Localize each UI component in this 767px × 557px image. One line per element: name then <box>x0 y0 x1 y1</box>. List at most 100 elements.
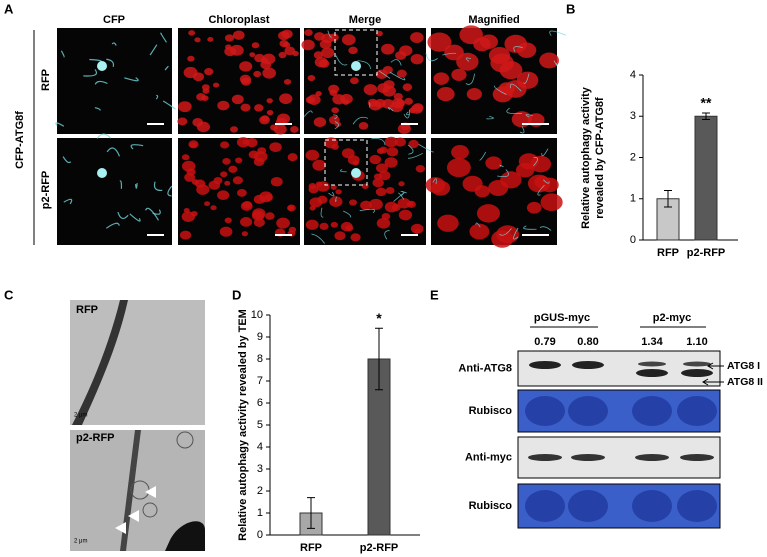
chloroplast <box>232 30 245 40</box>
chloroplast <box>231 94 244 105</box>
cfp-signal <box>62 156 72 164</box>
x-tick-label: p2-RFP <box>687 247 726 259</box>
chloroplast <box>433 72 450 85</box>
y-tick-label: 1 <box>630 193 636 205</box>
cfp-signal <box>130 144 144 150</box>
ratio-label: 1.34 <box>641 336 663 348</box>
chloroplast <box>184 173 196 182</box>
panel-label: A <box>4 1 14 16</box>
chloroplast <box>276 217 290 229</box>
chloroplast <box>315 181 323 187</box>
scale-label: 2 μm <box>74 539 87 545</box>
chloroplast <box>260 57 269 64</box>
y-tick-label: 10 <box>251 309 263 321</box>
chloroplast <box>202 88 210 94</box>
chloroplast <box>304 29 313 37</box>
image-label: RFP <box>76 304 98 316</box>
column-header: Chloroplast <box>208 14 269 26</box>
panel-label: D <box>232 287 241 302</box>
cfp-signal <box>408 152 423 159</box>
cfp-signal <box>389 71 406 81</box>
cfp-signal <box>553 60 558 67</box>
chloroplast <box>376 163 388 173</box>
chloroplast <box>527 174 551 193</box>
micrograph <box>57 28 172 134</box>
cfp-signal <box>398 192 405 200</box>
chloroplast <box>446 158 471 178</box>
error-bar <box>375 327 383 391</box>
chloroplast <box>188 30 196 36</box>
chloroplast <box>342 99 350 105</box>
chloroplast <box>207 37 214 42</box>
band <box>632 396 672 426</box>
cfp-signal <box>320 207 324 218</box>
chloroplast <box>284 46 296 56</box>
band <box>568 396 608 426</box>
column-header: CFP <box>103 14 125 26</box>
chloroplast <box>259 191 273 203</box>
y-tick-label: 4 <box>257 441 263 453</box>
cfp-signal <box>519 126 525 134</box>
chloroplast <box>254 104 264 112</box>
y-tick-label: 1 <box>257 507 263 519</box>
cfp-signal <box>513 227 519 240</box>
chloroplast <box>437 214 459 232</box>
chloroplast <box>488 46 511 64</box>
chloroplast <box>380 43 395 55</box>
chloroplast <box>404 97 413 105</box>
cfp-signal <box>149 44 158 56</box>
cfp-nucleus <box>97 168 107 178</box>
chloroplast <box>334 231 346 241</box>
chloroplast <box>375 30 383 37</box>
chloroplast <box>270 176 283 187</box>
chloroplast <box>431 180 451 196</box>
y-tick-label: 7 <box>257 375 263 387</box>
error-bar <box>307 497 315 529</box>
chloroplast <box>224 180 231 186</box>
chloroplast <box>412 103 424 112</box>
chloroplast <box>259 115 270 125</box>
autophagic-body <box>142 502 158 518</box>
chloroplast <box>352 160 359 166</box>
x-tick-label: RFP <box>657 247 679 259</box>
cfp-signal <box>384 230 390 240</box>
chloroplast <box>381 212 391 220</box>
chloroplast <box>379 146 388 154</box>
chloroplast <box>177 117 188 126</box>
cfp-signal <box>479 151 487 161</box>
cfp-signal <box>509 83 522 92</box>
cfp-signal <box>153 181 163 192</box>
chloroplast <box>466 88 482 101</box>
bar <box>694 115 718 241</box>
cfp-signal <box>164 65 169 71</box>
chloroplast <box>251 210 265 221</box>
chloroplast <box>212 82 220 88</box>
cfp-signal <box>96 133 112 139</box>
chloroplast <box>240 217 253 227</box>
chloroplast <box>237 188 247 197</box>
cfp-signal <box>160 32 167 43</box>
chloroplast <box>526 201 542 214</box>
chloroplast <box>309 197 323 208</box>
chloroplast <box>230 44 244 56</box>
chloroplast <box>456 52 479 71</box>
chloroplast <box>283 42 291 48</box>
band <box>683 361 711 367</box>
chloroplast <box>179 230 192 240</box>
chloroplast <box>318 59 330 68</box>
cfp-signal <box>335 55 348 66</box>
cfp-signal <box>352 116 369 125</box>
y-axis-label: Relative autophagy activity revealed by … <box>237 309 249 541</box>
blot-row-label: Rubisco <box>469 405 513 417</box>
chloroplast <box>239 74 251 84</box>
chloroplast <box>321 33 334 44</box>
chloroplast <box>402 83 413 92</box>
band <box>568 490 608 522</box>
chloroplast <box>305 219 319 230</box>
chloroplast <box>204 68 214 76</box>
chloroplast <box>358 122 369 130</box>
cfp-signal <box>541 148 549 157</box>
cfp-signal <box>119 180 123 189</box>
cfp-signal <box>83 69 98 77</box>
